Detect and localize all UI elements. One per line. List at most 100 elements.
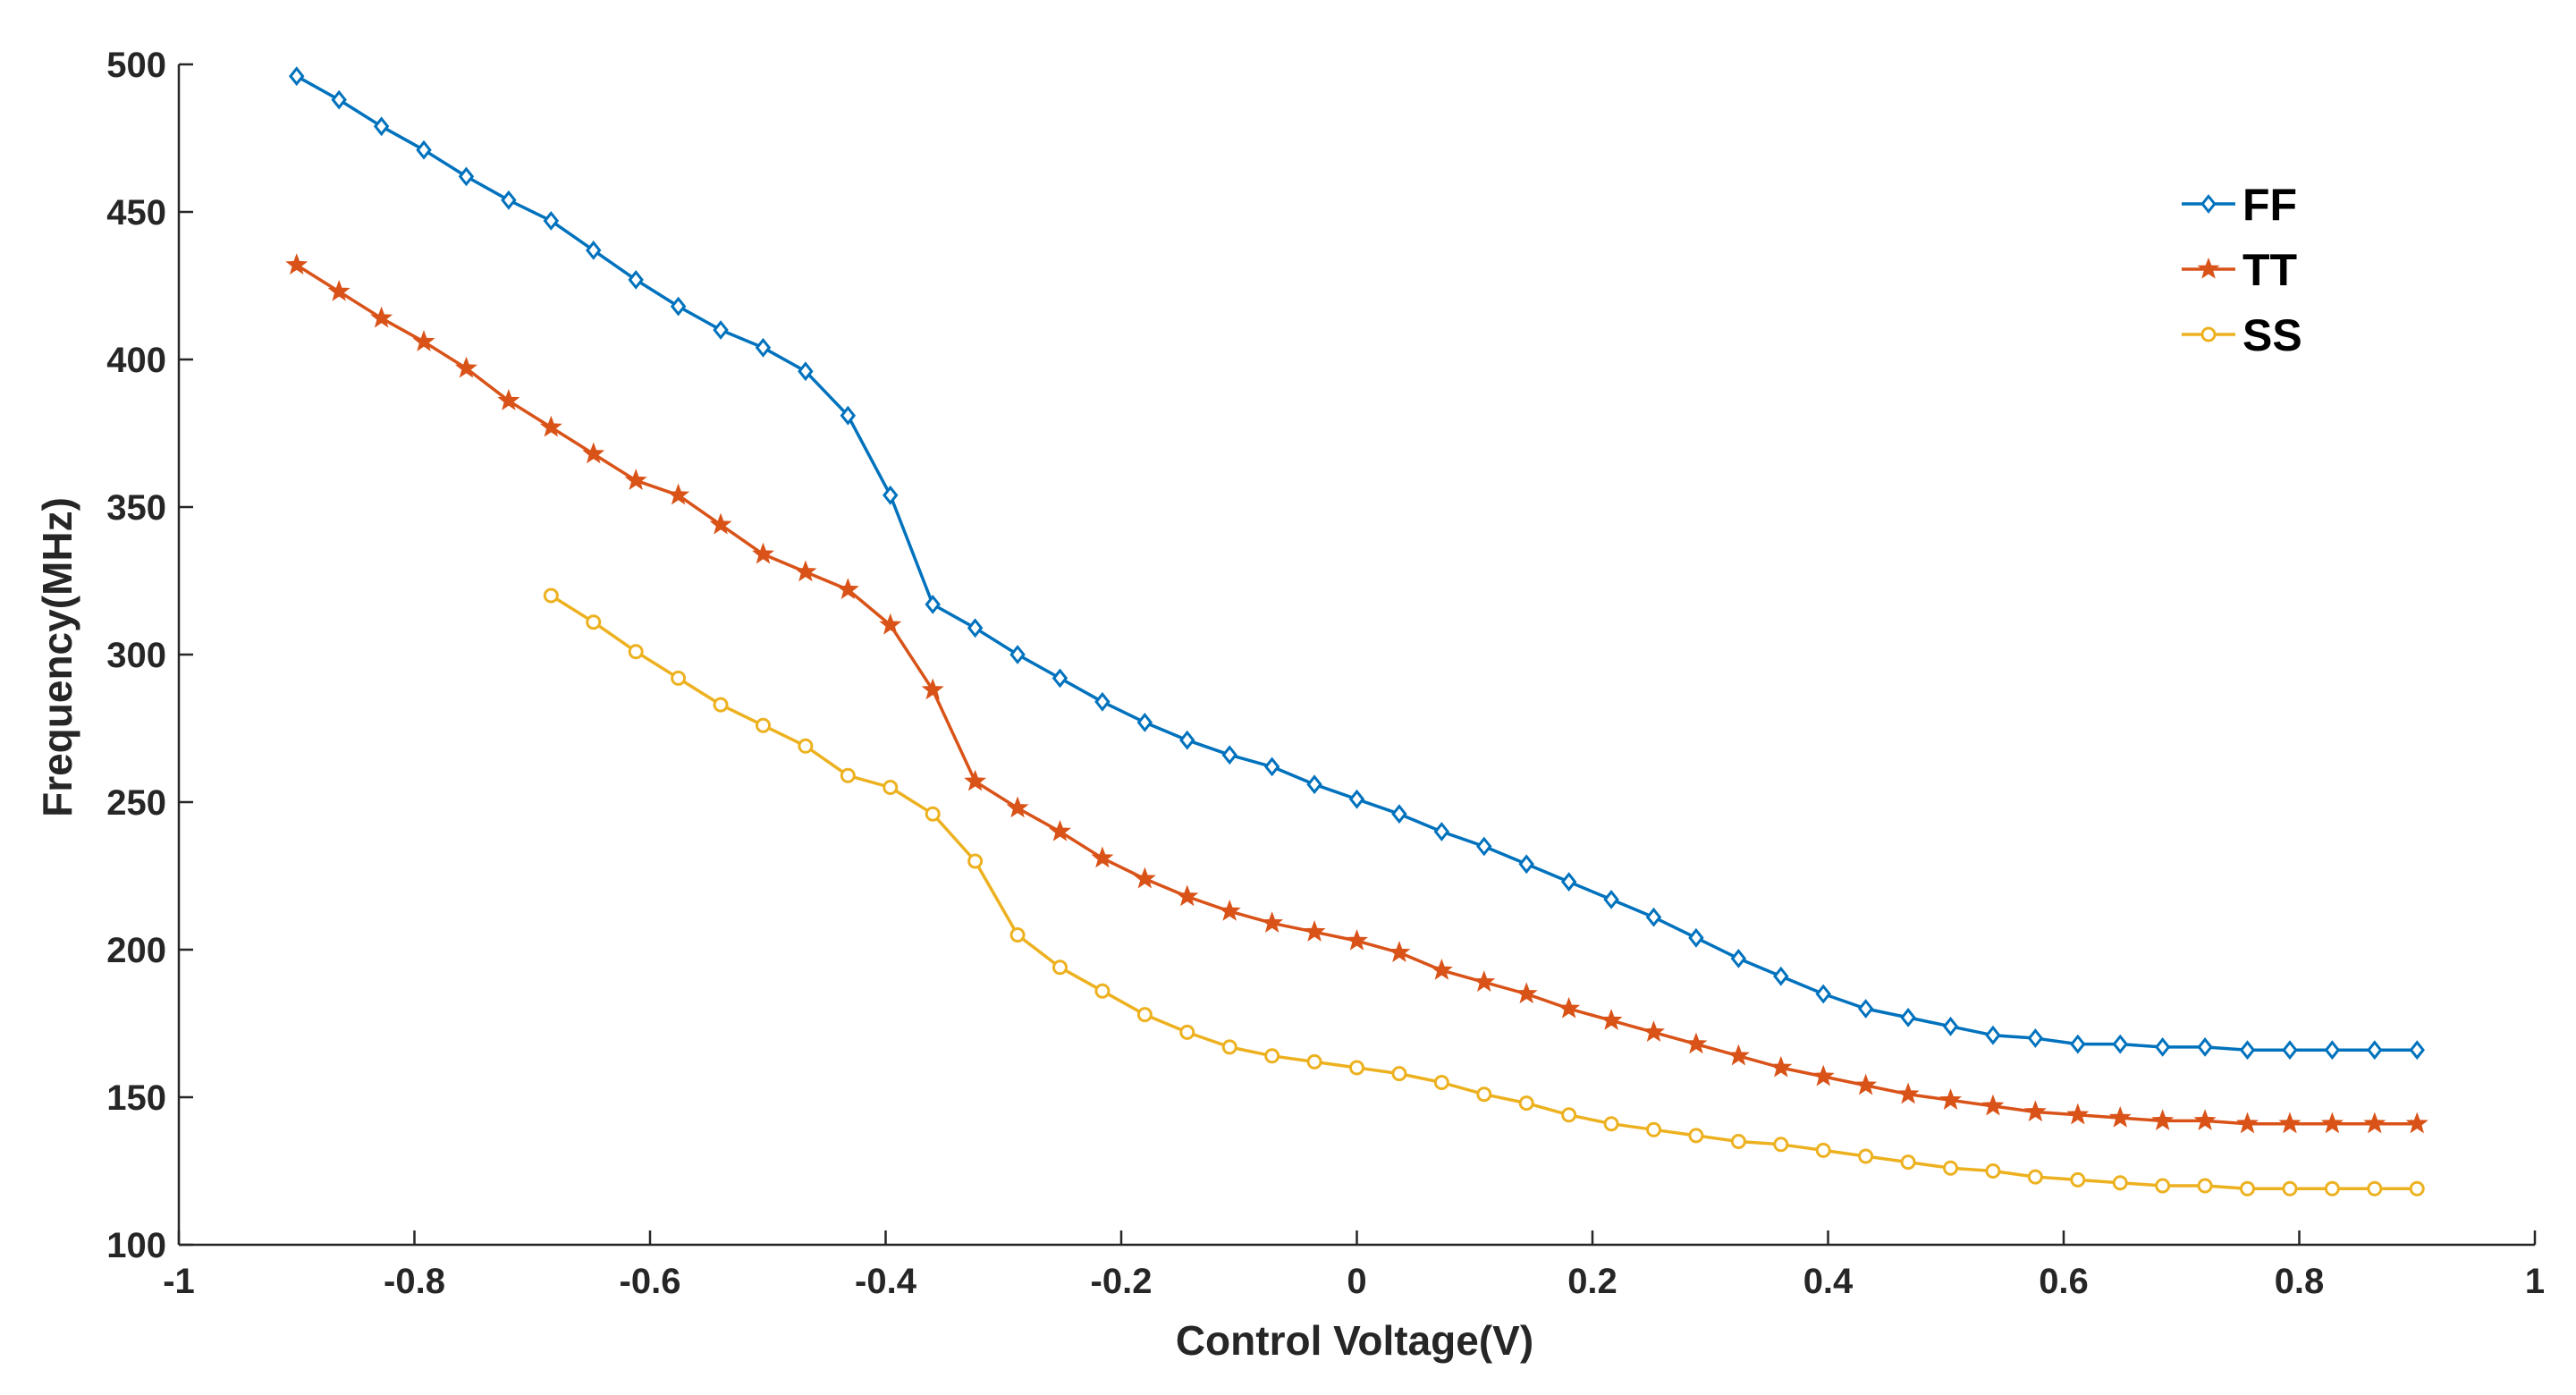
- data-point-ss: [1985, 1163, 2001, 1179]
- data-point-tt: [964, 769, 987, 791]
- data-point-ff: [458, 166, 475, 187]
- data-point-ff: [2367, 1040, 2383, 1061]
- y-tick-label: 100: [106, 1226, 166, 1265]
- data-point-ss: [1900, 1154, 1916, 1171]
- data-point-ff: [1179, 730, 1195, 750]
- data-point-ff: [798, 361, 814, 382]
- data-point-ff: [2027, 1028, 2044, 1048]
- data-point-tt: [1473, 970, 1496, 992]
- data-point-ff: [840, 405, 857, 426]
- data-point-ss: [713, 697, 729, 713]
- legend-label-tt: TT: [2242, 245, 2297, 295]
- y-tick-label: 350: [106, 488, 166, 528]
- y-tick-label: 200: [106, 931, 166, 970]
- data-point-tt: [1388, 941, 1411, 962]
- data-point-tt: [1642, 1020, 1666, 1043]
- data-point-ss: [1221, 1039, 1237, 1055]
- data-point-ff: [1306, 774, 1322, 795]
- data-point-ss: [1052, 960, 1068, 976]
- data-point-ss: [628, 644, 644, 660]
- data-point-tt: [1515, 982, 1538, 1004]
- x-tick-label: 1: [2525, 1262, 2545, 1301]
- legend-item-ss: SS: [2182, 310, 2302, 360]
- data-point-tt: [1091, 846, 1114, 868]
- data-point-tt: [2108, 1105, 2132, 1128]
- data-point-ff: [1433, 822, 1450, 841]
- data-point-ff: [373, 116, 390, 137]
- data-point-tt: [1727, 1044, 1750, 1066]
- data-point-tt: [1769, 1055, 1793, 1078]
- data-point-ss: [840, 767, 856, 783]
- data-point-ff: [1942, 1016, 1959, 1036]
- data-point-tt: [1939, 1088, 1963, 1110]
- data-point-ss: [1136, 1007, 1153, 1023]
- data-point-ss: [1603, 1116, 1619, 1132]
- legend-marker-ss: [2200, 326, 2217, 342]
- x-tick-label: 0.2: [1567, 1262, 1617, 1301]
- data-point-ff: [2154, 1036, 2171, 1057]
- data-point-ff: [1094, 691, 1111, 712]
- y-axis-title: Frequency(MHz): [34, 497, 80, 817]
- data-point-ff: [1730, 948, 1747, 968]
- data-point-ff: [2282, 1040, 2298, 1061]
- data-point-tt: [794, 560, 817, 582]
- series-ff: [289, 66, 2425, 1061]
- data-point-ff: [1645, 907, 1662, 927]
- data-point-ff: [1560, 872, 1577, 892]
- data-point-tt: [1048, 819, 1072, 841]
- data-point-ss: [2409, 1180, 2425, 1196]
- data-point-ss: [2155, 1178, 2171, 1194]
- data-point-ss: [925, 806, 941, 822]
- data-point-tt: [2151, 1109, 2175, 1131]
- data-point-ff: [1009, 645, 1026, 664]
- data-point-ff: [2409, 1040, 2425, 1061]
- y-tick-label: 400: [106, 341, 166, 380]
- data-point-tt: [412, 330, 435, 351]
- x-tick-label: -0.6: [620, 1262, 681, 1301]
- y-tick-label: 450: [106, 193, 166, 232]
- data-point-ff: [713, 320, 729, 340]
- data-point-ss: [2367, 1180, 2383, 1196]
- data-point-ff: [1857, 999, 1874, 1019]
- data-point-ss: [2070, 1171, 2086, 1188]
- x-tick-label: -0.4: [855, 1262, 917, 1301]
- legend-item-tt: TT: [2182, 245, 2297, 295]
- x-axis-title: Control Voltage(V): [1176, 1317, 1533, 1364]
- data-point-tt: [1600, 1009, 1623, 1030]
- x-tick-label: 0: [1347, 1262, 1366, 1301]
- axes: -1 -0.8 -0.6 -0.4 -0.2 0 0.2 0.4 0.6 0.8 1 100 150 20…: [106, 46, 2545, 1301]
- data-point-ss: [2112, 1175, 2128, 1191]
- data-point-ff: [2197, 1036, 2213, 1057]
- data-point-ff: [501, 190, 517, 210]
- legend-item-ff: FF: [2182, 180, 2297, 230]
- data-point-tt: [1430, 958, 1453, 980]
- data-point-tt: [370, 306, 393, 328]
- y-tick-label: 300: [106, 636, 166, 675]
- data-point-ss: [967, 853, 984, 869]
- legend-label-ff: FF: [2242, 180, 2297, 230]
- data-point-tt: [709, 512, 732, 535]
- data-point-ss: [1688, 1128, 1704, 1144]
- data-point-tt: [1981, 1094, 2005, 1116]
- data-point-ff: [1985, 1025, 2001, 1045]
- data-point-ff: [416, 140, 432, 160]
- data-point-ff: [2324, 1040, 2341, 1061]
- data-point-tt: [1685, 1032, 1708, 1054]
- series-tt: [285, 253, 2428, 1134]
- data-point-tt: [539, 415, 562, 437]
- data-point-ss: [1561, 1107, 1577, 1123]
- data-point-ff: [1391, 804, 1407, 824]
- data-point-ss: [1306, 1053, 1322, 1070]
- data-point-ss: [1646, 1121, 1662, 1137]
- data-point-ss: [586, 614, 602, 630]
- data-point-tt: [582, 442, 605, 464]
- data-point-ss: [1815, 1142, 1831, 1158]
- data-point-ss: [2027, 1169, 2043, 1185]
- data-point-ff: [967, 618, 984, 638]
- data-point-ff: [543, 210, 560, 231]
- data-point-tt: [624, 469, 647, 490]
- data-point-ss: [755, 717, 771, 733]
- data-point-ff: [289, 66, 305, 87]
- data-point-ff: [1263, 757, 1280, 777]
- data-point-ss: [798, 738, 814, 754]
